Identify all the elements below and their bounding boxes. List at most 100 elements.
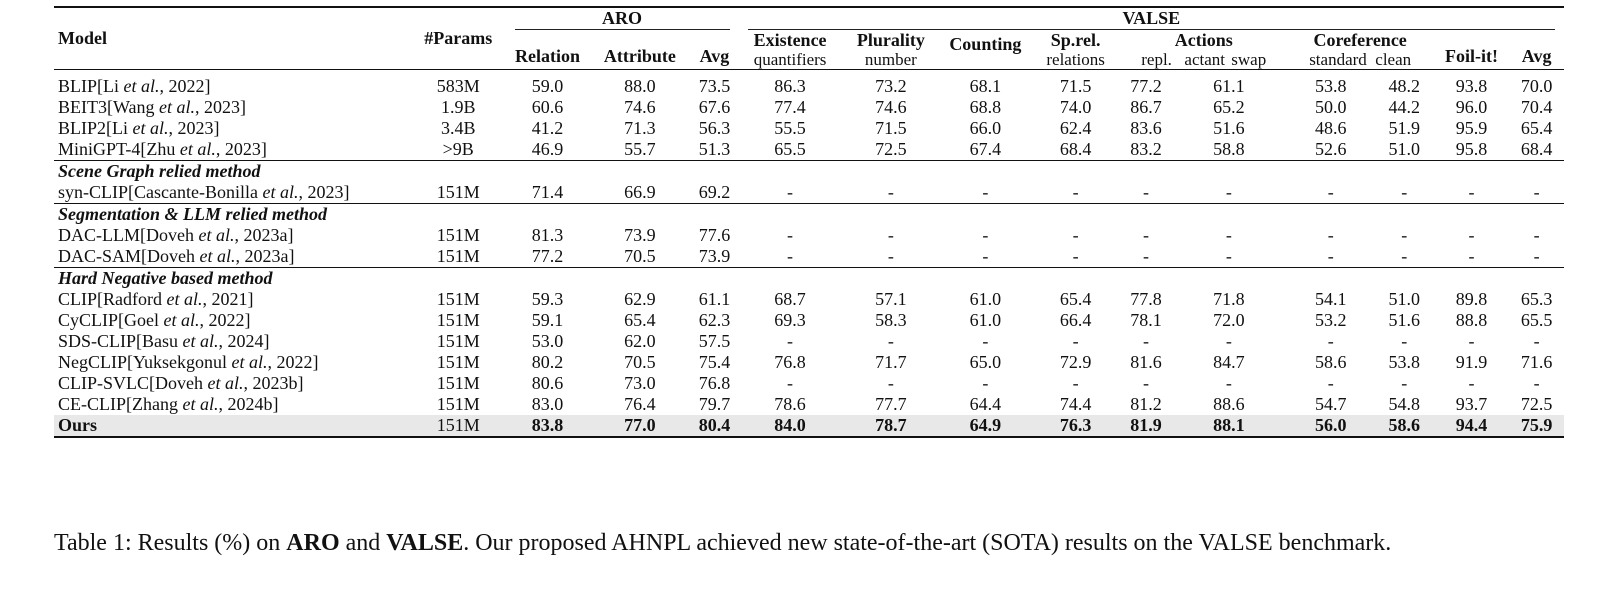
model-name: DAC-SAM[Doveh et al., 2023a]: [58, 246, 295, 266]
table-cell: 77.2: [1120, 69, 1172, 97]
table-row: BLIP2[Li et al., 2023] 3.4B 41.2 71.3 56.3 55…: [54, 118, 1564, 139]
table-cell: -: [1142, 246, 1149, 266]
table-cell: 68.8: [969, 97, 1002, 117]
table-cell: 58.3: [875, 310, 907, 330]
table-cell: 1.9B: [440, 97, 476, 117]
table-cell: 61.0: [969, 310, 1002, 330]
table-cell: 79.7: [698, 394, 731, 414]
header-params: #Params: [411, 6, 506, 70]
table-cell: -: [1225, 246, 1232, 266]
table-cell: -: [1142, 331, 1149, 351]
table-cell: 51.9: [1388, 118, 1421, 138]
table-row: CLIP[Radford et al., 2021] 151M 59.3 62.9 61…: [54, 289, 1564, 310]
table-cell: -: [1072, 246, 1079, 266]
table-cell: 68.7: [774, 289, 806, 309]
section-title: Scene Graph relied method: [54, 160, 1564, 182]
table-cell: -: [1142, 182, 1149, 202]
table-cell: 61.1: [1171, 69, 1287, 97]
section-title: Hard Negative based method: [54, 267, 1564, 289]
table-cell: -: [1142, 373, 1149, 393]
table-cell: 61.1: [698, 289, 731, 309]
table-cell: 59.0: [505, 69, 590, 97]
table-cell: -: [1533, 373, 1540, 393]
table-cell: 57.5: [698, 331, 731, 351]
table-cell: 83.8: [505, 415, 590, 438]
table-cell: 69.3: [774, 310, 806, 330]
table-row: SDS-CLIP[Basu et al., 2024] 151M 53.0 62.0 5…: [54, 331, 1564, 352]
table-cell: -: [1533, 331, 1540, 351]
table-cell: 53.2: [1315, 310, 1347, 330]
table-cell: 151M: [436, 394, 480, 414]
table-cell: 71.3: [624, 118, 656, 138]
table-cell: -: [787, 331, 794, 351]
table-cell: 77.2: [531, 246, 564, 266]
table-cell: 83.6: [1130, 118, 1162, 138]
table-body: BLIP[Li et al., 2022] 583M 59.0 88.0 73.5 86.…: [54, 69, 1564, 438]
table-cell: 69.2: [698, 182, 731, 202]
table-cell: 151M: [436, 331, 480, 351]
table-cell: 68.4: [1059, 139, 1092, 159]
header-valse: VALSE: [738, 6, 1564, 30]
table-cell: 59.1: [531, 310, 564, 330]
model-name: BLIP[Li et al., 2022]: [54, 69, 411, 97]
table-cell: 71.5: [875, 118, 907, 138]
table-cell: 73.9: [698, 246, 731, 266]
table-cell: -: [1401, 373, 1408, 393]
table-row: NegCLIP[Yuksekgonul et al., 2022] 151M 80.…: [54, 352, 1564, 373]
table-cell: 72.9: [1059, 352, 1092, 372]
ours-row: Ours 151M 83.8 77.0 80.4 84.0 78.7 64.9 76.3 81.9…: [54, 415, 1564, 438]
table-cell: 70.0: [1509, 69, 1564, 97]
table-cell: 70.5: [624, 246, 656, 266]
table-cell: -: [1072, 182, 1079, 202]
table-cell: 58.6: [1315, 352, 1347, 372]
table-cell: -: [982, 246, 989, 266]
table-cell: -: [1468, 246, 1475, 266]
table-cell: 66.9: [624, 182, 656, 202]
table-cell: 75.9: [1509, 415, 1564, 438]
table-cell: -: [982, 182, 989, 202]
model-name: NegCLIP[Yuksekgonul et al., 2022]: [58, 352, 319, 372]
table-cell: 65.0: [969, 352, 1002, 372]
model-name: MiniGPT-4[Zhu et al., 2023]: [58, 139, 267, 159]
table-cell: 51.6: [1388, 310, 1421, 330]
model-name: BEIT3[Wang et al., 2023]: [58, 97, 247, 117]
header-plurality: Plurality number: [856, 30, 925, 69]
table-cell: 51.0: [1388, 139, 1421, 159]
table-cell: -: [887, 331, 894, 351]
table-cell: 68.1: [940, 69, 1031, 97]
model-name: CLIP-SVLC[Doveh et al., 2023b]: [58, 373, 304, 393]
table-cell: 50.0: [1315, 97, 1347, 117]
table-cell: 88.8: [1455, 310, 1488, 330]
table-cell: 62.4: [1059, 118, 1092, 138]
table-row: CE-CLIP[Zhang et al., 2024b] 151M 83.0 76.4…: [54, 394, 1564, 415]
table-cell: 93.8: [1433, 69, 1510, 97]
model-name: SDS-CLIP[Basu et al., 2024]: [58, 331, 270, 351]
table-header: Model #Params ARO VALSE Relation Attribu…: [54, 6, 1564, 70]
table-cell: 76.8: [698, 373, 731, 393]
table-cell: 151M: [411, 415, 506, 438]
table-cell: -: [887, 182, 894, 202]
table-cell: -: [1401, 331, 1408, 351]
table-cell: 74.0: [1059, 97, 1092, 117]
table-cell: -: [1533, 246, 1540, 266]
table-cell: -: [1225, 225, 1232, 245]
table-cell: 71.5: [1030, 69, 1121, 97]
table-cell: -: [1327, 373, 1334, 393]
table-cell: 53.0: [531, 331, 564, 351]
table-cell: 72.0: [1213, 310, 1245, 330]
header-attribute: Attribute: [603, 46, 676, 66]
table-cell: 78.6: [774, 394, 806, 414]
table-cell: 70.5: [624, 352, 656, 372]
table-cell: 83.0: [531, 394, 564, 414]
table-cell: 72.5: [1520, 394, 1553, 414]
table-cell: 76.8: [774, 352, 806, 372]
table-cell: -: [1468, 182, 1475, 202]
table-row: BEIT3[Wang et al., 2023] 1.9B 60.6 74.6 67.6…: [54, 97, 1564, 118]
table-cell: 58.6: [1374, 415, 1434, 438]
table-cell: 66.4: [1059, 310, 1092, 330]
table-cell: 71.8: [1213, 289, 1245, 309]
table-cell: 61.0: [969, 289, 1002, 309]
table-cell: 86.7: [1130, 97, 1162, 117]
model-name: syn-CLIP[Cascante-Bonilla et al., 2023]: [58, 182, 350, 202]
table-cell: 48.6: [1315, 118, 1347, 138]
